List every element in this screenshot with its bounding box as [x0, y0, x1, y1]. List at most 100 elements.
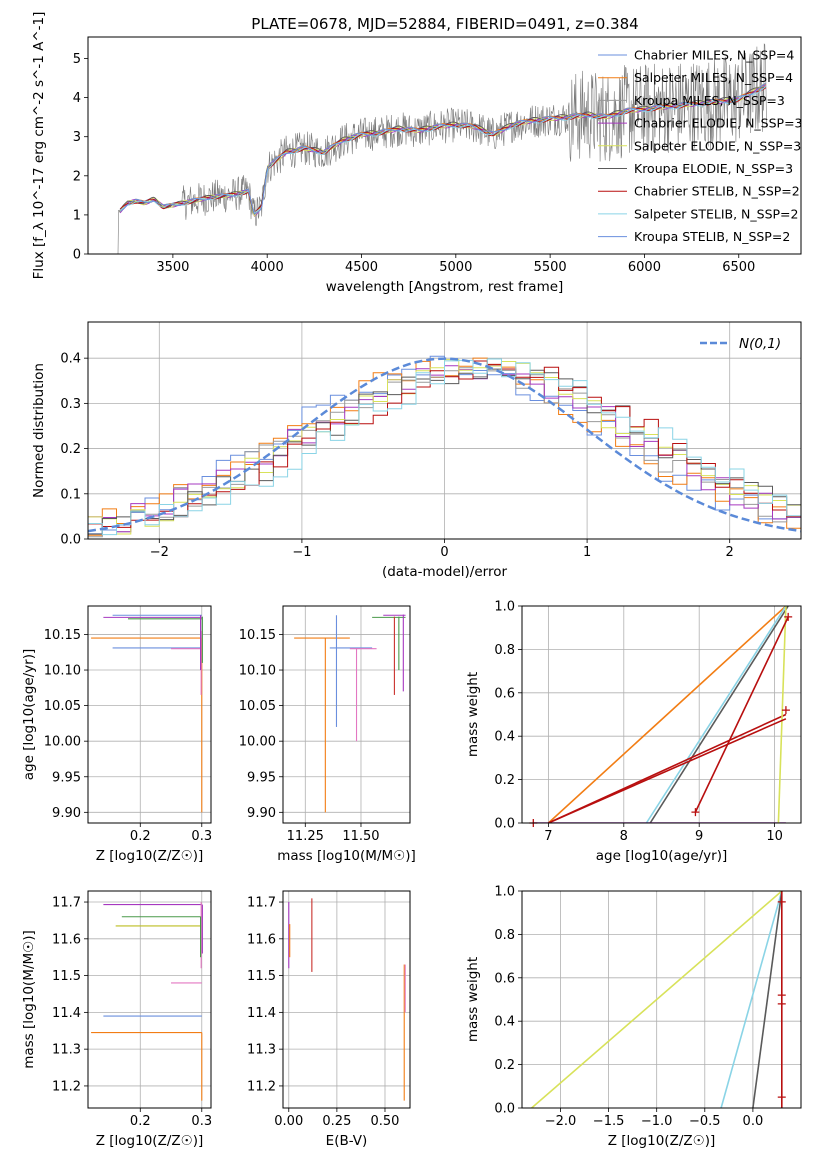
y-tick-label: 9.90	[247, 806, 276, 821]
y-tick-label: 11.2	[52, 1079, 81, 1094]
y-tick-label: 11.7	[52, 896, 81, 911]
y-axis-label: mass [log10(M/M☉)]	[21, 930, 37, 1069]
y-tick-label: 0.1	[60, 487, 81, 502]
axes-frame	[87, 605, 212, 824]
legend: Chabrier MILES, N_SSP=4 Salpeter MILES, N…	[598, 48, 803, 244]
x-tick-label: 0.0	[743, 1114, 764, 1129]
marker-3	[777, 999, 786, 1008]
plot-area	[116, 43, 768, 254]
y-tick-label: 1.0	[494, 885, 515, 900]
y-tick-label: 0	[73, 248, 81, 263]
panel-mass-vs-EBV: 0.00 0.25 0.50 11.2 11.3 11.4 11.5 11.6 11.7 E(B-…	[247, 890, 411, 1149]
y-tick-label: 11.5	[52, 969, 81, 984]
marker-3	[781, 706, 790, 715]
y-axis-label: Flux [f_λ 10^-17 erg cm^-2 s^-1 A^-1]	[31, 12, 47, 280]
y-tick-label: 10.10	[44, 664, 81, 679]
legend-label-7: Chabrier STELIB, N_SSP=2	[634, 184, 800, 199]
x-tick-label: 0	[440, 545, 448, 560]
x-axis-label: Z [log10(Z/Z☉)]	[608, 1133, 716, 1149]
y-tick-label: 10.00	[44, 735, 81, 750]
axes-frame	[282, 605, 411, 824]
y-tick-label: 10.05	[239, 699, 276, 714]
y-tick-label: 0.8	[494, 643, 515, 658]
plot-area	[91, 614, 203, 813]
x-tick-label: −1	[292, 545, 311, 560]
panel-massweight-vs-Z: −2.0 −1.5 −1.0 −0.5 0.0 0.0 0.2 0.4 0.6 0.8 1.0 Z […	[465, 885, 802, 1149]
legend-label-2: Salpeter MILES, N_SSP=4	[634, 70, 793, 85]
marker-1	[691, 808, 700, 817]
x-tick-label: 0.2	[130, 1114, 151, 1129]
y-tick-label: 1	[73, 208, 81, 223]
x-tick-label: 4500	[345, 260, 378, 275]
x-tick-label: 1	[583, 545, 591, 560]
y-tick-label: 11.4	[52, 1006, 81, 1021]
x-tick-label: 0.3	[191, 829, 212, 844]
legend: N(0,1)	[700, 336, 781, 352]
x-tick-label: 0.50	[371, 1114, 400, 1129]
x-tick-label: 3500	[156, 260, 189, 275]
y-tick-label: 11.7	[247, 896, 276, 911]
panel-residuals: −2 −1 0 1 2 0.0 0.1 0.2 0.3 0.4 (data-model)/error…	[31, 321, 802, 580]
y-tick-label: 1.0	[494, 600, 515, 615]
axes-frame	[87, 321, 802, 540]
x-axis-label: wavelength [Angstrom, rest frame]	[326, 279, 564, 295]
legend-label-5: Salpeter ELODIE, N_SSP=3	[634, 138, 801, 153]
y-axis-label: Normed distribution	[31, 363, 47, 498]
y-tick-label: 11.6	[52, 932, 81, 947]
cumulative-line-6	[777, 606, 787, 823]
y-tick-label: 0.4	[60, 352, 81, 367]
axes-frame	[521, 890, 802, 1109]
y-tick-label: 0.2	[60, 442, 81, 457]
x-tick-label: 6500	[722, 260, 755, 275]
plot-area	[88, 355, 801, 538]
marker-4	[777, 1093, 786, 1102]
legend-label-3: Kroupa MILES, N_SSP=3	[634, 93, 785, 108]
plot-area	[533, 606, 789, 823]
axes-frame	[87, 890, 212, 1109]
marker-2	[777, 991, 786, 1000]
plot-area	[294, 614, 406, 813]
x-tick-label: −1.5	[593, 1114, 625, 1129]
gaussian-curve	[88, 357, 801, 533]
panel-mass-vs-Z: 0.2 0.3 11.2 11.3 11.4 11.5 11.6 11.7 Z [log10(Z…	[21, 890, 212, 1149]
x-axis-label: age [log10(age/yr)]	[596, 848, 728, 864]
x-tick-label: −0.5	[689, 1114, 721, 1129]
x-tick-label: −2	[150, 545, 169, 560]
legend-label-8: Salpeter STELIB, N_SSP=2	[634, 206, 798, 221]
x-tick-label: 4000	[251, 260, 284, 275]
y-axis-label: mass weight	[465, 672, 481, 757]
y-tick-label: 9.90	[52, 806, 81, 821]
y-tick-label: 10.10	[239, 664, 276, 679]
y-tick-label: 10.00	[239, 735, 276, 750]
panels: 3500 4000 4500 5000 5500 6000 6500 0 1 2 3 4 5 wavele…	[21, 12, 803, 1149]
cumulative-line-8	[548, 718, 787, 823]
x-axis-label: mass [log10(M/M☉)]	[277, 848, 416, 864]
y-tick-label: 0.0	[494, 1102, 515, 1117]
marker-2	[784, 612, 793, 621]
x-tick-label: 0.2	[130, 829, 151, 844]
x-tick-label: 0.00	[274, 1114, 303, 1129]
model-line-5	[119, 86, 766, 217]
y-tick-label: 11.5	[247, 969, 276, 984]
y-tick-label: 0.0	[494, 817, 515, 832]
y-tick-label: 0.6	[494, 686, 515, 701]
x-tick-label: 10	[766, 829, 783, 844]
x-tick-label: −2.0	[545, 1114, 577, 1129]
plot-area	[91, 902, 203, 1101]
y-axis-label: mass weight	[465, 957, 481, 1042]
y-tick-label: 0.3	[60, 397, 81, 412]
x-axis-label: E(B-V)	[326, 1133, 368, 1149]
axes-frame	[521, 605, 802, 824]
x-tick-label: 5500	[534, 260, 567, 275]
cumulative-line-1	[531, 891, 783, 1108]
legend-label-4: Chabrier ELODIE, N_SSP=3	[634, 116, 803, 131]
y-tick-label: 11.2	[247, 1079, 276, 1094]
legend-label-9: Kroupa STELIB, N_SSP=2	[634, 229, 790, 244]
cumulative-line-3	[752, 891, 783, 1108]
x-tick-label: 11.50	[342, 829, 379, 844]
plot-area	[288, 898, 406, 1101]
panel-age-vs-mass: 11.25 11.50 9.90 9.95 10.00 10.05 10.10 10.15 ma…	[239, 605, 416, 864]
y-tick-label: 11.3	[247, 1043, 276, 1058]
x-axis-label: Z [log10(Z/Z☉)]	[96, 1133, 204, 1149]
